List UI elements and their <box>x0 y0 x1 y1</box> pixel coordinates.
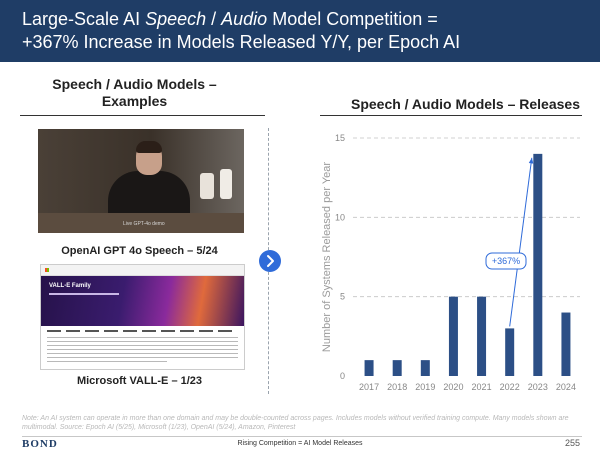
right-title-rule <box>320 115 582 116</box>
vall-e-hero-title: VALL-E Family <box>49 283 91 289</box>
releases-bar-chart: 0 5 10 15 Number of Systems Released per Yea… <box>321 133 580 392</box>
bar-2021 <box>477 296 487 376</box>
video-caption: Live GPT-4o demo <box>123 221 165 227</box>
x-tick-label: 2021 <box>472 382 492 392</box>
title-audio: Audio <box>221 9 268 29</box>
footer-section-title: Rising Competition = AI Model Releases <box>237 440 363 447</box>
annotation-label: +367% <box>492 256 520 266</box>
x-tick-label: 2020 <box>443 382 463 392</box>
vall-e-webpage-image: VALL-E Family <box>40 264 245 370</box>
gpt4o-demo-image: Live GPT-4o demo <box>38 129 244 233</box>
bar-2019 <box>420 360 430 376</box>
x-tick-label: 2024 <box>556 382 576 392</box>
phone-icon <box>220 169 232 199</box>
title-speech: Speech <box>145 9 207 29</box>
bar-2022 <box>505 328 515 376</box>
next-arrow-button[interactable] <box>259 250 281 272</box>
page-subtitle: +367% Increase in Models Released Y/Y, p… <box>22 32 461 52</box>
chevron-right-icon <box>267 255 274 267</box>
page-number: 255 <box>564 438 580 448</box>
presenter-figure <box>108 171 190 221</box>
bar-2024 <box>561 312 571 376</box>
annotation-arrowhead <box>528 157 534 164</box>
footer-rule <box>22 436 582 437</box>
left-panel-title: Speech / Audio Models – Examples <box>52 76 217 109</box>
x-tick-label: 2019 <box>415 382 435 392</box>
y-axis-label: Number of Systems Released per Year <box>321 162 333 352</box>
annotation-box <box>485 252 527 270</box>
y-tick-label: 15 <box>335 133 345 143</box>
y-tick-label: 10 <box>335 212 345 222</box>
x-tick-label: 2018 <box>387 382 407 392</box>
example2-caption: Microsoft VALL-E – 1/23 <box>76 375 203 387</box>
x-tick-label: 2022 <box>500 382 520 392</box>
microsoft-logo-icon <box>45 268 49 272</box>
bar-2020 <box>448 296 458 376</box>
phone-icon <box>200 173 214 199</box>
y-tick-label: 0 <box>340 371 345 381</box>
example1-caption: OpenAI GPT 4o Speech – 5/24 <box>61 245 218 257</box>
y-tick-label: 5 <box>340 292 345 302</box>
page-title: Large-Scale AI Speech / Audio Model Comp… <box>22 9 438 29</box>
chart-title: Speech / Audio Models – Releases <box>350 96 580 112</box>
bar-2017 <box>364 360 374 376</box>
header-banner: Large-Scale AI Speech / Audio Model Comp… <box>0 0 600 62</box>
x-tick-label: 2023 <box>528 382 548 392</box>
x-tick-label: 2017 <box>359 382 379 392</box>
footnote: Note: An AI system can operate in more t… <box>22 415 569 431</box>
bar-2023 <box>533 153 543 376</box>
annotation-arrow <box>509 157 533 327</box>
bar-2018 <box>392 360 402 376</box>
brand-logo: BOND <box>22 438 58 450</box>
left-title-rule <box>20 115 265 116</box>
